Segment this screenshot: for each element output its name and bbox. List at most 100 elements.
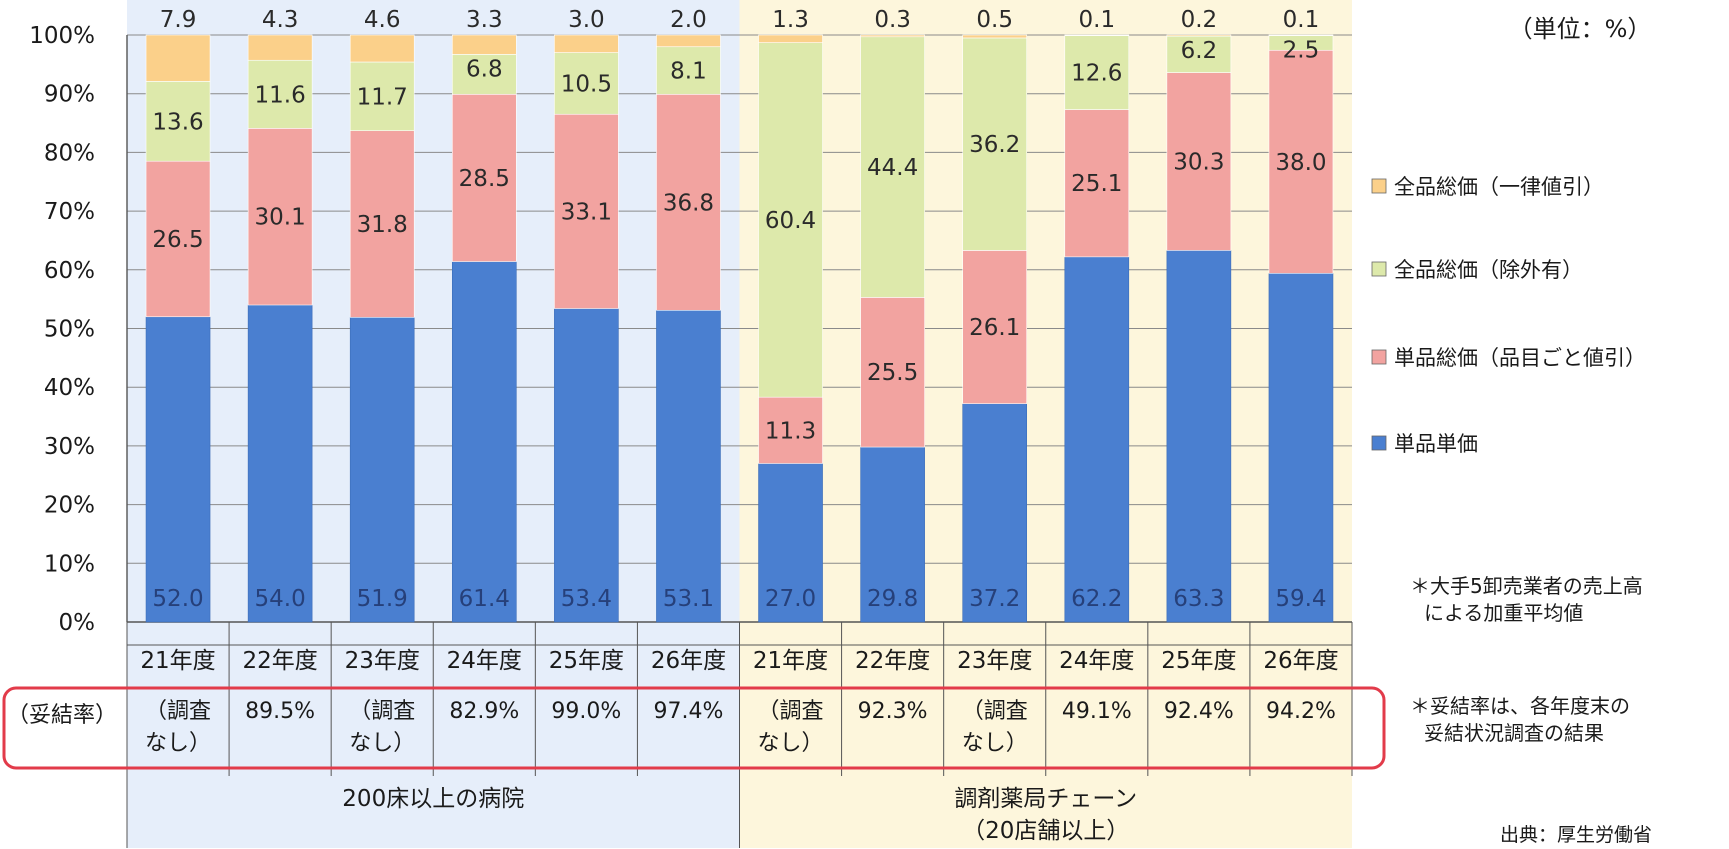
data-label: 25.1	[1071, 171, 1122, 197]
source-note: 出典：厚生労働省	[1500, 824, 1653, 846]
bar-segment-2	[656, 93, 721, 311]
bar-segment-4	[349, 34, 415, 63]
bar-segment-1	[451, 261, 517, 623]
x-tick-label: 26年度	[1263, 648, 1338, 674]
settlement-rate: 89.5%	[245, 699, 315, 724]
legend-label: 単品単価	[1394, 432, 1478, 456]
settlement-rate-note-line1: ＊妥結率は、各年度末の	[1410, 694, 1630, 718]
data-label: 27.0	[765, 586, 816, 612]
data-label: 25.5	[867, 360, 918, 386]
bar-segment-4	[656, 34, 721, 48]
unit-note: （単位：%）	[1509, 15, 1652, 43]
x-tick-label: 25年度	[1161, 648, 1236, 674]
weighted-average-note-line1: ＊大手5卸売業者の売上高	[1410, 574, 1643, 598]
settlement-rate: 92.4%	[1164, 699, 1234, 724]
data-label: 54.0	[255, 586, 306, 612]
bar-segment-2	[1166, 72, 1232, 251]
legend-swatch	[1371, 349, 1387, 365]
bar-segment-1	[1064, 256, 1130, 623]
settlement-rate: （調査	[758, 699, 824, 724]
data-label: 53.1	[663, 586, 714, 612]
data-label: 11.7	[357, 84, 408, 110]
settlement-rate-highlight-box	[2, 686, 1386, 770]
bar-segment-4	[1166, 34, 1232, 37]
data-label: 0.5	[976, 7, 1013, 33]
data-label: 36.2	[969, 132, 1020, 158]
data-label: 0.1	[1283, 7, 1320, 33]
y-tick-label: 40%	[44, 375, 95, 401]
y-tick-label: 60%	[44, 258, 95, 284]
bar-segment-4	[145, 34, 211, 82]
x-tick-label: 21年度	[753, 648, 828, 674]
legend-swatch	[1371, 261, 1387, 277]
bar-segment-3	[145, 81, 211, 162]
bar-segment-3	[451, 54, 517, 95]
y-tick-label: 10%	[44, 551, 95, 577]
data-label: 0.3	[874, 7, 911, 33]
settlement-rate: 97.4%	[654, 699, 724, 724]
bar-segment-1	[1268, 273, 1334, 623]
settlement-rate: 49.1%	[1062, 699, 1132, 724]
data-label: 60.4	[765, 208, 816, 234]
settlement-rate: （調査	[349, 699, 415, 724]
bar-segment-2	[1268, 49, 1334, 274]
x-tick-label: 22年度	[242, 648, 317, 674]
data-label: 3.3	[466, 7, 503, 33]
settlement-rate: （調査	[145, 699, 211, 724]
bar-segment-3	[349, 61, 415, 131]
bar-segment-4	[451, 34, 517, 55]
bar-segment-2	[962, 250, 1028, 404]
data-label: 6.2	[1181, 38, 1218, 64]
x-tick-label: 24年度	[1059, 648, 1134, 674]
bar-segment-1	[860, 446, 925, 623]
bar-segment-2	[554, 113, 619, 309]
y-tick-label: 0%	[59, 610, 96, 636]
x-tick-label: 26年度	[651, 648, 726, 674]
bar-segment-2	[1064, 109, 1130, 258]
data-label: 29.8	[867, 586, 918, 612]
bar-segment-2	[860, 297, 925, 448]
bar-segment-2	[451, 93, 517, 262]
bar-segment-2	[145, 160, 211, 318]
data-label: 63.3	[1173, 586, 1224, 612]
bar-segment-4	[247, 34, 313, 61]
data-label: 36.8	[663, 190, 714, 216]
data-label: 51.9	[357, 586, 408, 612]
x-tick-label: 23年度	[957, 648, 1032, 674]
data-label: 4.6	[364, 7, 401, 33]
y-tick-label: 30%	[44, 434, 95, 460]
y-tick-label: 80%	[44, 140, 95, 166]
bar-segment-1	[247, 304, 313, 623]
data-label: 26.1	[969, 315, 1020, 341]
x-tick-label: 21年度	[140, 648, 215, 674]
weighted-average-note: ＊大手5卸売業者の売上高 による加重平均値	[1410, 573, 1643, 627]
x-tick-label: 23年度	[345, 648, 420, 674]
bar-segment-4	[758, 34, 823, 43]
settlement-rate: 82.9%	[449, 699, 519, 724]
weighted-average-note-line2: による加重平均値	[1424, 601, 1584, 625]
data-label: 13.6	[152, 109, 203, 135]
data-label: 26.5	[152, 227, 203, 253]
bar-segment-3	[758, 42, 823, 398]
y-tick-label: 100%	[29, 23, 95, 49]
bar-segment-2	[758, 396, 823, 464]
data-label: 30.1	[255, 205, 306, 231]
data-label: 44.4	[867, 155, 918, 181]
data-label: 0.2	[1181, 7, 1218, 33]
data-label: 38.0	[1275, 150, 1326, 176]
data-label: 2.0	[670, 7, 707, 33]
data-label: 12.6	[1071, 61, 1122, 87]
data-label: 1.3	[772, 7, 809, 33]
settlement-rate: 94.2%	[1266, 699, 1336, 724]
bar-segment-1	[962, 403, 1028, 623]
bar-segment-1	[349, 317, 415, 623]
legend-label: 全品総価（除外有）	[1394, 258, 1583, 282]
data-label: 4.3	[262, 7, 299, 33]
settlement-rate-note: ＊妥結率は、各年度末の 妥結状況調査の結果	[1410, 693, 1630, 747]
settlement-rate: 92.3%	[858, 699, 928, 724]
legend-swatch	[1371, 435, 1387, 451]
bar-segment-3	[860, 36, 925, 298]
data-label: 62.2	[1071, 586, 1122, 612]
bar-segment-1	[656, 310, 721, 623]
